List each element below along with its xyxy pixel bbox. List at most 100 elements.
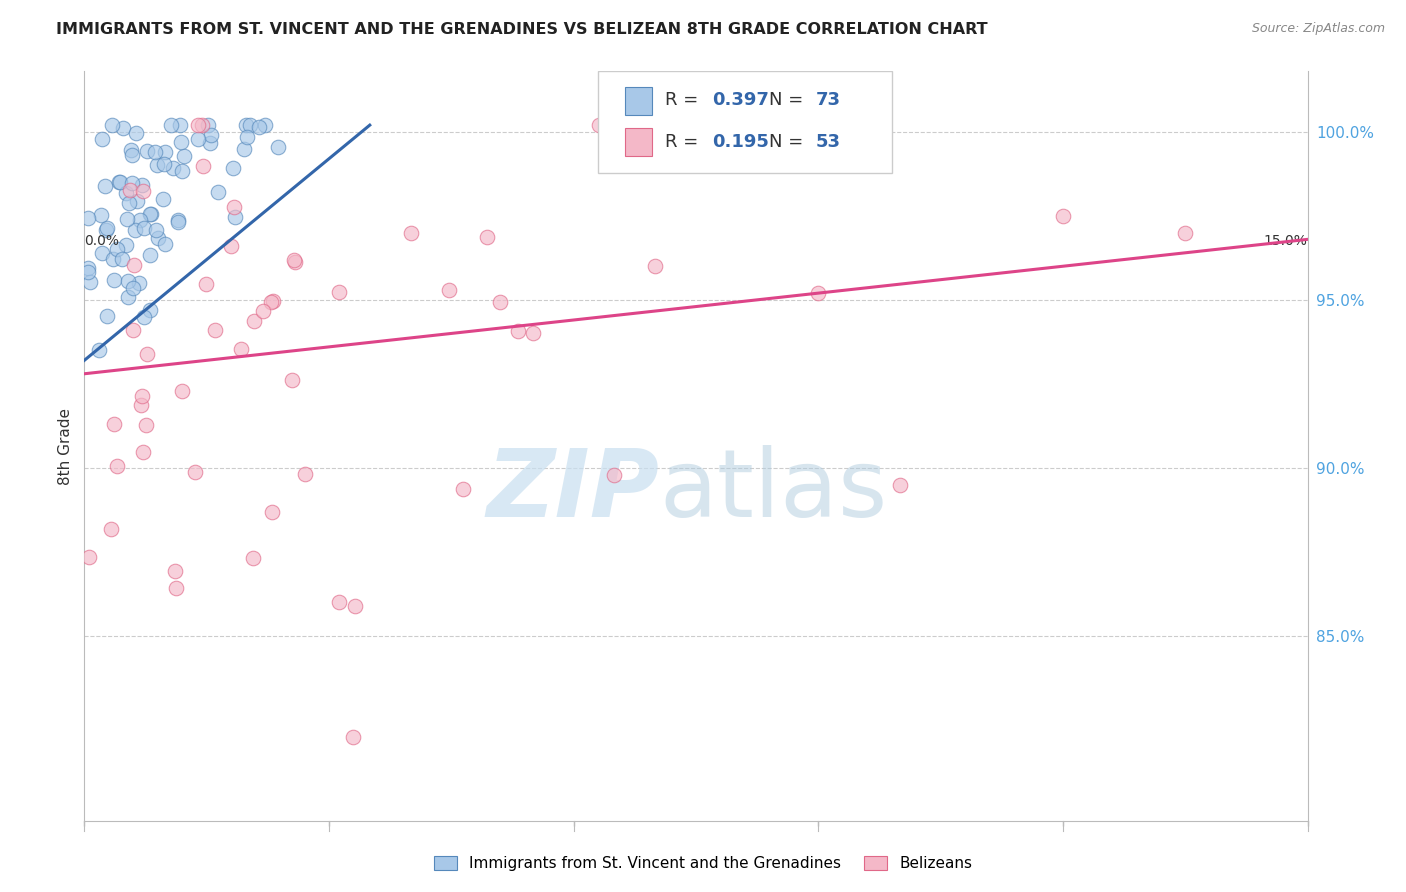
Point — [125, 126, 148, 140]
Point — [232, 142, 254, 156]
Point — [120, 143, 142, 157]
Text: N =: N = — [769, 91, 810, 110]
Point — [191, 118, 214, 132]
Point — [207, 185, 229, 199]
Point — [200, 128, 222, 143]
Point — [114, 186, 136, 201]
Point — [121, 323, 143, 337]
Point — [160, 118, 183, 132]
Point — [242, 550, 264, 565]
Point — [134, 220, 156, 235]
Text: R =: R = — [665, 133, 704, 151]
Point — [148, 230, 170, 244]
Point — [90, 208, 112, 222]
Point — [125, 194, 148, 208]
Point — [77, 260, 100, 275]
Point — [342, 730, 364, 744]
Point — [103, 273, 125, 287]
Point — [117, 212, 139, 227]
Point — [77, 549, 100, 564]
Text: IMMIGRANTS FROM ST. VINCENT AND THE GRENADINES VS BELIZEAN 8TH GRADE CORRELATION: IMMIGRANTS FROM ST. VINCENT AND THE GREN… — [56, 22, 988, 37]
Point — [222, 200, 245, 214]
Point — [162, 161, 184, 175]
Point — [117, 290, 139, 304]
Point — [128, 277, 150, 291]
Point — [644, 259, 666, 273]
Point — [121, 176, 143, 190]
Text: 73: 73 — [815, 91, 841, 110]
Point — [131, 389, 153, 403]
Text: 0.195: 0.195 — [711, 133, 769, 151]
Point — [128, 213, 150, 227]
Point — [222, 161, 245, 176]
Point — [254, 118, 277, 132]
Point — [204, 323, 226, 337]
Point — [247, 120, 270, 134]
Point — [145, 158, 167, 172]
Point — [153, 157, 176, 171]
Point — [91, 132, 114, 146]
Point — [96, 220, 118, 235]
Point — [197, 118, 219, 132]
Point — [328, 285, 350, 299]
Point — [108, 175, 131, 189]
Point — [262, 293, 284, 308]
Point — [603, 467, 626, 482]
Point — [117, 274, 139, 288]
Text: 0.397: 0.397 — [711, 91, 769, 110]
Point — [173, 149, 195, 163]
Point — [252, 303, 274, 318]
Point — [135, 418, 157, 433]
Point — [96, 223, 118, 237]
Point — [219, 239, 242, 253]
Point — [508, 324, 530, 338]
Text: R =: R = — [665, 91, 704, 110]
Point — [103, 417, 125, 431]
Point — [172, 384, 194, 398]
Point — [488, 295, 510, 310]
Point — [115, 238, 138, 252]
Point — [121, 148, 143, 162]
Point — [187, 118, 209, 132]
Point — [79, 276, 101, 290]
Point — [100, 522, 122, 536]
Point — [169, 118, 191, 132]
FancyBboxPatch shape — [598, 71, 891, 172]
Point — [145, 223, 167, 237]
Point — [167, 213, 190, 227]
Point — [122, 258, 145, 272]
FancyBboxPatch shape — [626, 128, 652, 156]
Point — [294, 467, 316, 482]
FancyBboxPatch shape — [626, 87, 652, 115]
Point — [87, 343, 110, 358]
Point — [155, 145, 177, 159]
Point — [117, 195, 139, 210]
Point — [1174, 226, 1197, 240]
Point — [328, 595, 350, 609]
Point — [260, 505, 283, 519]
Point — [90, 245, 112, 260]
Point — [522, 326, 544, 341]
Point — [343, 599, 366, 614]
Point — [136, 145, 159, 159]
Point — [170, 136, 193, 150]
Point — [267, 139, 290, 153]
Point — [77, 211, 100, 225]
Point — [170, 164, 193, 178]
Point — [122, 280, 145, 294]
Point — [193, 159, 215, 173]
Point — [195, 277, 218, 292]
Point — [235, 130, 257, 145]
Point — [889, 477, 911, 491]
Point — [231, 342, 253, 356]
Point — [105, 458, 128, 473]
Point — [101, 118, 124, 132]
Point — [243, 314, 266, 328]
Point — [184, 466, 207, 480]
Text: 15.0%: 15.0% — [1264, 234, 1308, 248]
Point — [451, 482, 474, 496]
Point — [152, 192, 174, 206]
Point — [139, 247, 162, 261]
Point — [96, 309, 118, 323]
Point — [167, 215, 190, 229]
